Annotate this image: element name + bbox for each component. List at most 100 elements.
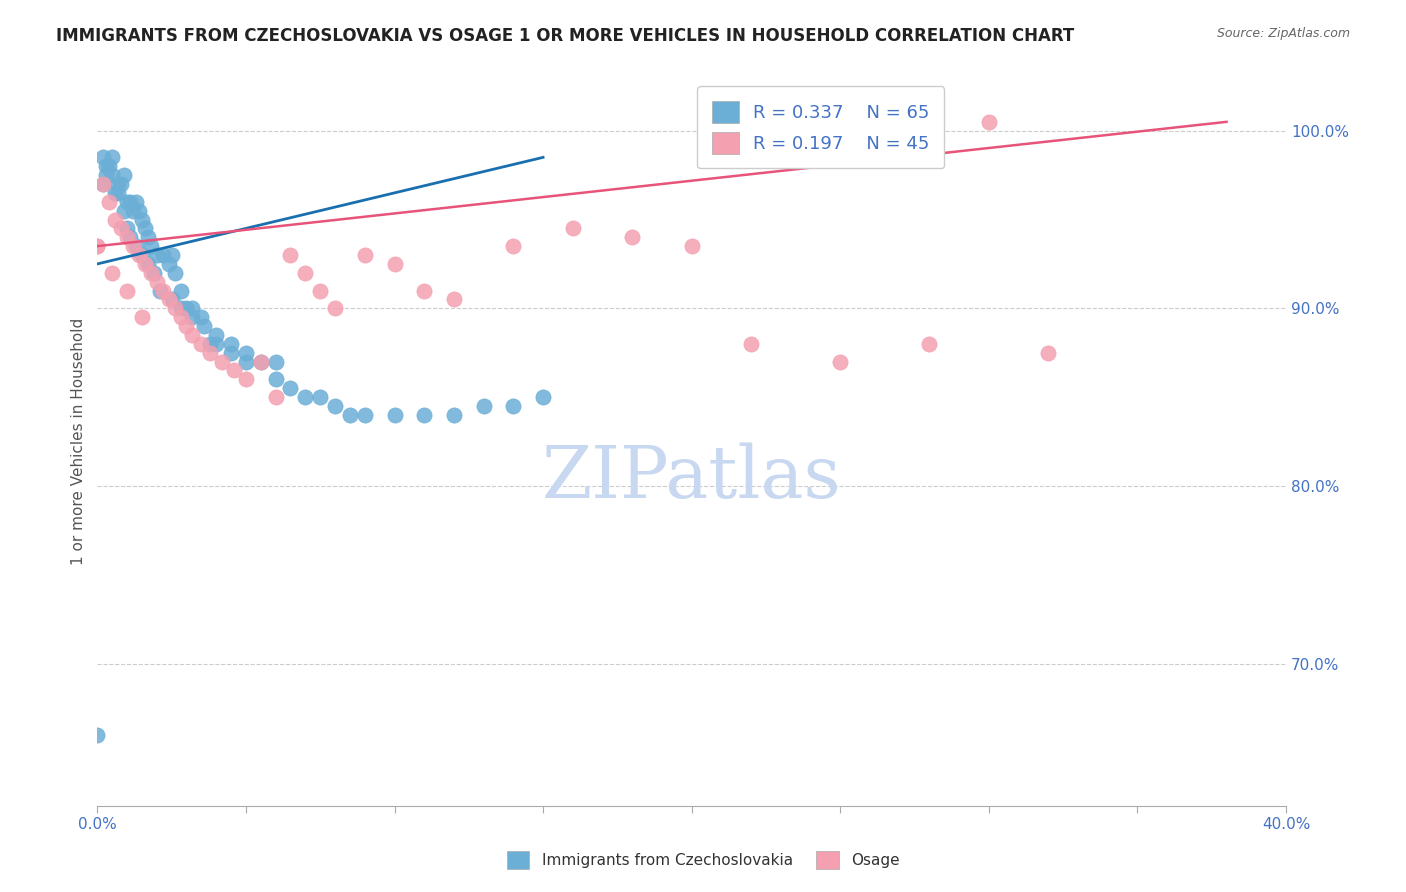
- Point: [131, 212, 153, 227]
- Point: [264, 390, 287, 404]
- Point: [91, 177, 114, 191]
- Point: [219, 345, 242, 359]
- Point: [86, 239, 108, 253]
- Point: [101, 150, 124, 164]
- Point: [353, 408, 375, 422]
- Point: [112, 168, 135, 182]
- Point: [104, 212, 127, 227]
- Point: [502, 239, 524, 253]
- Point: [149, 284, 172, 298]
- Point: [128, 248, 150, 262]
- Point: [384, 408, 406, 422]
- Point: [98, 194, 121, 209]
- Point: [134, 257, 156, 271]
- Point: [413, 284, 436, 298]
- Point: [163, 301, 186, 316]
- Legend: R = 0.337    N = 65, R = 0.197    N = 45: R = 0.337 N = 65, R = 0.197 N = 45: [697, 87, 943, 169]
- Point: [152, 284, 174, 298]
- Point: [235, 372, 257, 386]
- Point: [160, 293, 183, 307]
- Point: [96, 168, 118, 182]
- Point: [125, 239, 148, 253]
- Point: [101, 266, 124, 280]
- Point: [115, 230, 138, 244]
- Point: [115, 284, 138, 298]
- Point: [128, 203, 150, 218]
- Point: [353, 248, 375, 262]
- Point: [740, 336, 762, 351]
- Point: [200, 345, 222, 359]
- Point: [107, 186, 129, 200]
- Legend: Immigrants from Czechoslovakia, Osage: Immigrants from Czechoslovakia, Osage: [501, 845, 905, 875]
- Point: [294, 390, 316, 404]
- Point: [176, 301, 198, 316]
- Point: [163, 266, 186, 280]
- Point: [443, 293, 465, 307]
- Point: [107, 177, 129, 191]
- Point: [235, 354, 257, 368]
- Point: [86, 239, 108, 253]
- Point: [125, 194, 148, 209]
- Point: [152, 248, 174, 262]
- Point: [181, 328, 204, 343]
- Point: [98, 159, 121, 173]
- Point: [169, 284, 191, 298]
- Text: IMMIGRANTS FROM CZECHOSLOVAKIA VS OSAGE 1 OR MORE VEHICLES IN HOUSEHOLD CORRELAT: IMMIGRANTS FROM CZECHOSLOVAKIA VS OSAGE …: [56, 27, 1074, 45]
- Point: [139, 266, 162, 280]
- Point: [96, 159, 118, 173]
- Point: [222, 363, 245, 377]
- Point: [190, 336, 212, 351]
- Point: [134, 221, 156, 235]
- Point: [339, 408, 361, 422]
- Point: [169, 310, 191, 325]
- Point: [181, 310, 204, 325]
- Point: [205, 328, 228, 343]
- Point: [918, 336, 941, 351]
- Point: [118, 194, 141, 209]
- Point: [219, 336, 242, 351]
- Point: [115, 194, 138, 209]
- Point: [115, 221, 138, 235]
- Point: [309, 284, 332, 298]
- Point: [249, 354, 271, 368]
- Point: [146, 248, 169, 262]
- Text: ZIPatlas: ZIPatlas: [541, 442, 841, 513]
- Point: [977, 115, 1000, 129]
- Point: [190, 310, 212, 325]
- Point: [264, 372, 287, 386]
- Point: [131, 248, 153, 262]
- Point: [531, 390, 554, 404]
- Point: [122, 239, 145, 253]
- Text: Source: ZipAtlas.com: Source: ZipAtlas.com: [1216, 27, 1350, 40]
- Point: [502, 399, 524, 413]
- Point: [104, 186, 127, 200]
- Point: [235, 345, 257, 359]
- Point: [205, 336, 228, 351]
- Point: [142, 266, 165, 280]
- Point: [181, 301, 204, 316]
- Point: [160, 248, 183, 262]
- Point: [264, 354, 287, 368]
- Point: [384, 257, 406, 271]
- Point: [122, 203, 145, 218]
- Point: [112, 203, 135, 218]
- Point: [472, 399, 495, 413]
- Point: [200, 336, 222, 351]
- Point: [249, 354, 271, 368]
- Y-axis label: 1 or more Vehicles in Household: 1 or more Vehicles in Household: [72, 318, 86, 566]
- Point: [830, 354, 852, 368]
- Point: [136, 257, 159, 271]
- Point: [1038, 345, 1060, 359]
- Point: [91, 150, 114, 164]
- Point: [86, 727, 108, 741]
- Point: [157, 293, 180, 307]
- Point: [413, 408, 436, 422]
- Point: [561, 221, 583, 235]
- Point: [136, 230, 159, 244]
- Point: [101, 168, 124, 182]
- Point: [131, 310, 153, 325]
- Point: [280, 381, 302, 395]
- Point: [146, 275, 169, 289]
- Point: [621, 230, 644, 244]
- Point: [309, 390, 332, 404]
